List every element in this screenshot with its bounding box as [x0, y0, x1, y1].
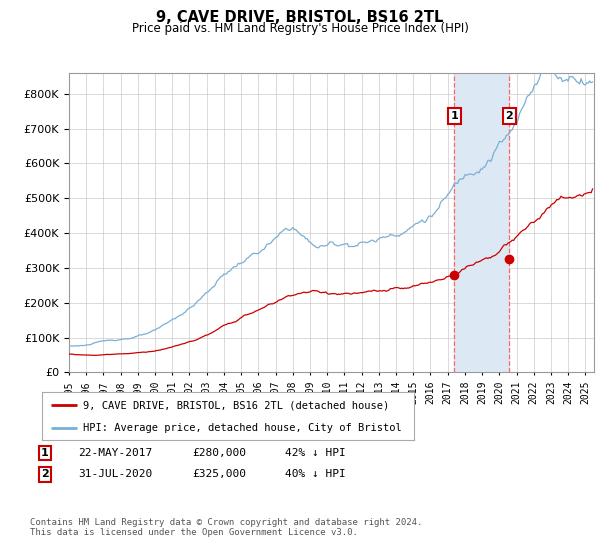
Bar	[454, 73, 509, 372]
Text: 9, CAVE DRIVE, BRISTOL, BS16 2TL (detached house): 9, CAVE DRIVE, BRISTOL, BS16 2TL (detach…	[83, 400, 389, 410]
Text: Price paid vs. HM Land Registry's House Price Index (HPI): Price paid vs. HM Land Registry's House …	[131, 22, 469, 35]
Text: £280,000: £280,000	[192, 448, 246, 458]
Text: 22-MAY-2017: 22-MAY-2017	[78, 448, 152, 458]
Text: 31-JUL-2020: 31-JUL-2020	[78, 469, 152, 479]
Text: 1: 1	[41, 448, 49, 458]
Text: 1: 1	[451, 111, 458, 122]
Text: £325,000: £325,000	[192, 469, 246, 479]
Text: 42% ↓ HPI: 42% ↓ HPI	[285, 448, 346, 458]
Text: 2: 2	[41, 469, 49, 479]
Text: HPI: Average price, detached house, City of Bristol: HPI: Average price, detached house, City…	[83, 423, 401, 433]
Text: 9, CAVE DRIVE, BRISTOL, BS16 2TL: 9, CAVE DRIVE, BRISTOL, BS16 2TL	[157, 10, 443, 25]
Text: Contains HM Land Registry data © Crown copyright and database right 2024.
This d: Contains HM Land Registry data © Crown c…	[30, 518, 422, 538]
Text: 2: 2	[505, 111, 513, 122]
Text: 40% ↓ HPI: 40% ↓ HPI	[285, 469, 346, 479]
